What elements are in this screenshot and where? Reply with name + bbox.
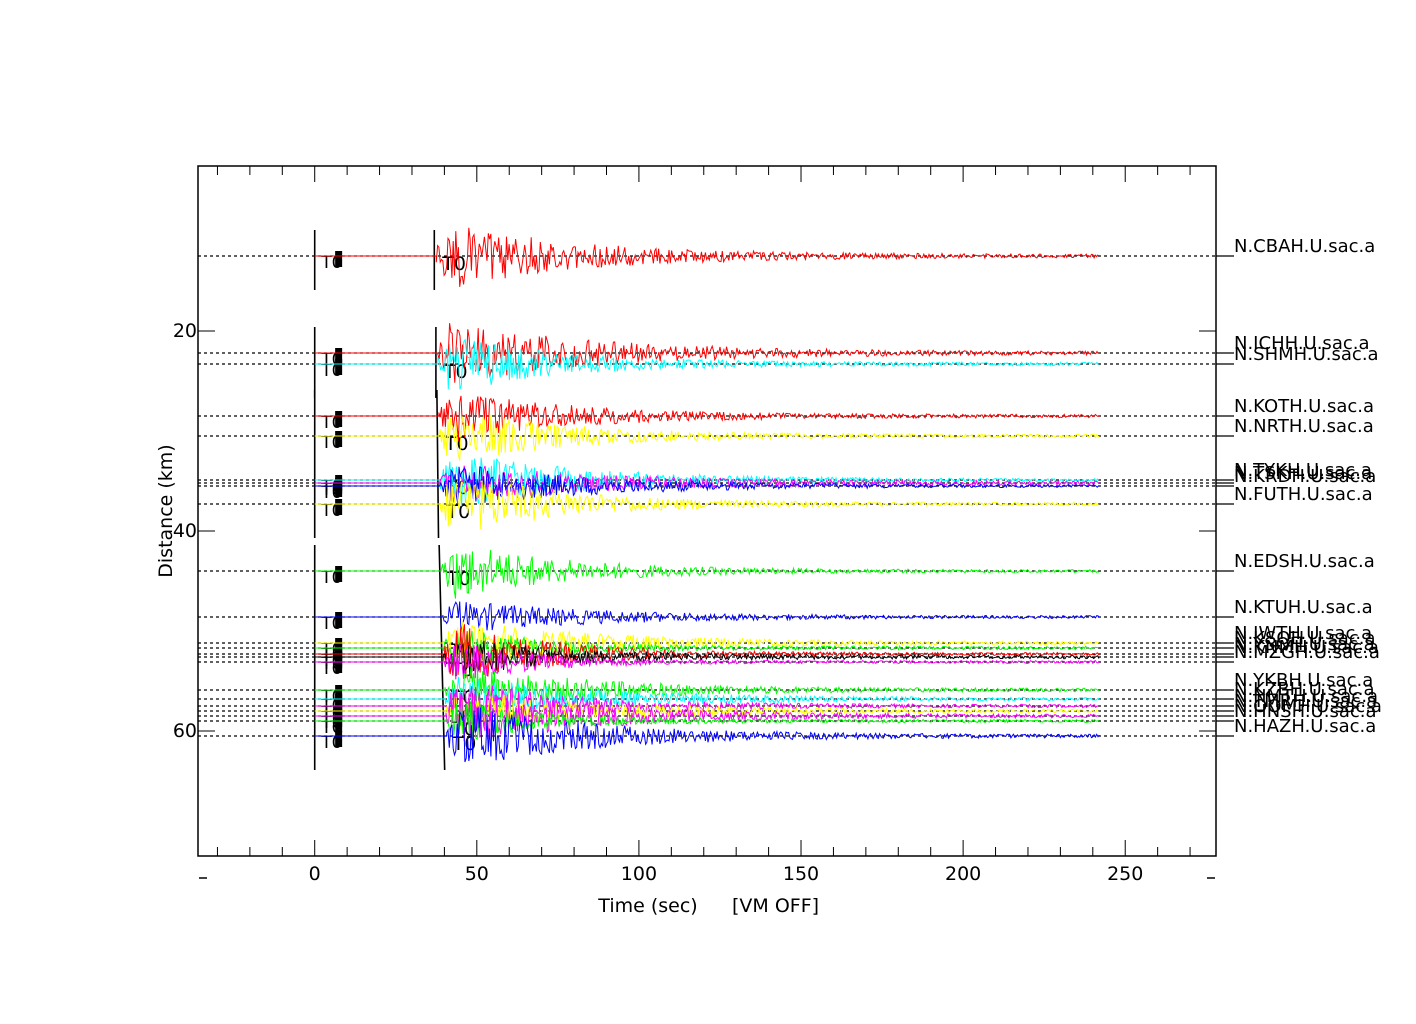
origin-flag-label: T0: [320, 433, 342, 453]
x-tick-label: 50: [465, 863, 489, 885]
origin-flag: [335, 499, 343, 515]
origin-flag: [335, 481, 343, 497]
origin-flag-label: T0: [320, 483, 342, 503]
station-label: N.FUTH.U.sac.a: [1234, 484, 1373, 505]
station-label: N.KRDH.U.sac.a: [1234, 466, 1376, 487]
x-tick-label: 200: [945, 863, 981, 885]
waveform-trace: [314, 666, 1100, 715]
origin-flag-label: T0: [320, 568, 342, 588]
axis-ticks: 0 50 100 150 200 250 20 40 60: [173, 166, 1216, 885]
y-tick-label: 40: [173, 520, 197, 542]
x-axis-label: Time (sec): [597, 895, 697, 917]
x-tick-label: 0: [309, 863, 321, 885]
origin-flag-label: T0: [320, 659, 342, 679]
origin-flag: [335, 348, 343, 364]
station-label: N.ICHH.U.sac.a: [1234, 333, 1370, 354]
station-label: N.MZGH.U.sac.a: [1234, 642, 1380, 663]
origin-flag: [335, 359, 343, 375]
y-axis-label: Distance (km): [155, 444, 177, 577]
waveform-trace: [314, 624, 1100, 679]
station-label: N.YSOH.U.sac.a: [1234, 634, 1375, 655]
waveform-traces: [314, 227, 1100, 763]
origin-flag-label: T0: [320, 614, 342, 634]
x-tick-label: 150: [783, 863, 819, 885]
station-label: N.OOMH.U.sac.a: [1234, 696, 1382, 717]
arrival-flag-label: T0: [444, 433, 469, 455]
y-tick-label: 60: [173, 720, 197, 742]
station-label: N.SHMH.U.sac.a: [1234, 344, 1379, 365]
origin-flag: [335, 657, 343, 673]
waveform-trace: [314, 692, 1099, 743]
waveform-trace: [314, 414, 1100, 461]
station-label: N.TYKH.U.sac.a: [1234, 460, 1372, 481]
station-labels: N.CBAH.U.sac.a N.ICHH.U.sac.aN.SHMH.U.sac…: [1234, 236, 1382, 737]
station-label: N.YKBH.U.sac.a: [1234, 670, 1373, 691]
waveform-trace: [314, 701, 1099, 742]
station-label: N.KTUH.U.sac.a: [1234, 597, 1373, 618]
origin-flag-label: T0: [320, 413, 342, 433]
y-tick-label: 20: [173, 320, 197, 342]
station-label: N.KOTH.U.sac.a: [1234, 396, 1374, 417]
waveform-trace: [314, 480, 1099, 530]
station-label: N.TMRH.U.sac.a: [1234, 691, 1377, 712]
origin-flag: [335, 411, 343, 427]
origin-flag: [335, 731, 343, 747]
waveform-trace: [314, 707, 1100, 763]
waveform-trace: [314, 601, 1100, 632]
origin-flag-label: T0: [320, 361, 342, 381]
origin-flag-label: T0: [320, 501, 342, 521]
station-label: N.HAZH.U.sac.a: [1234, 716, 1376, 737]
waveform-trace: [314, 465, 1099, 503]
waveform-trace: [314, 395, 1100, 442]
x-tick-label: 250: [1107, 863, 1143, 885]
plot-frame: [197, 165, 1217, 857]
origin-flag: [335, 431, 343, 447]
waveform-trace: [314, 227, 1099, 287]
waveform-trace: [314, 642, 1100, 680]
waveform-trace: [314, 323, 1099, 383]
station-label: N.TSKH.U.sac.a: [1234, 463, 1372, 484]
station-label: N.KZBH.U.sac.a: [1234, 679, 1375, 700]
origin-flag: [335, 685, 343, 701]
waveform-trace: [314, 630, 1099, 667]
origin-flag: [335, 251, 343, 267]
waveform-trace: [314, 676, 1100, 718]
station-label: N.EDSH.U.sac.a: [1234, 551, 1375, 572]
station-label: N.NMTH.U.sac.a: [1234, 686, 1378, 707]
origin-flag: [335, 716, 343, 732]
station-label: N.CBAH.U.sac.a: [1234, 236, 1375, 257]
waveform-trace: [314, 466, 1099, 505]
station-label: N.IWTH.U.sac.a: [1234, 623, 1372, 644]
x-tick-label: 100: [621, 863, 657, 885]
x-axis-annotation: [VM OFF]: [732, 895, 819, 917]
origin-flag-label: T0: [320, 733, 342, 753]
origin-flag: [335, 612, 343, 628]
station-label: N.KSOH.U.sac.a: [1234, 628, 1375, 649]
waveform-trace: [314, 549, 1100, 599]
waveform-trace: [314, 640, 1100, 674]
station-label: N.KNMH.U.sac.a: [1234, 637, 1379, 658]
station-label: N.HNSH.U.sac.a: [1234, 701, 1377, 722]
waveform-trace: [314, 338, 1099, 390]
origin-flag-label: T0: [320, 253, 342, 273]
origin-flag: [335, 566, 343, 582]
station-label: N.NRTH.U.sac.a: [1234, 416, 1374, 437]
arrival-marker-line: [436, 389, 440, 539]
waveform-trace: [314, 457, 1099, 507]
